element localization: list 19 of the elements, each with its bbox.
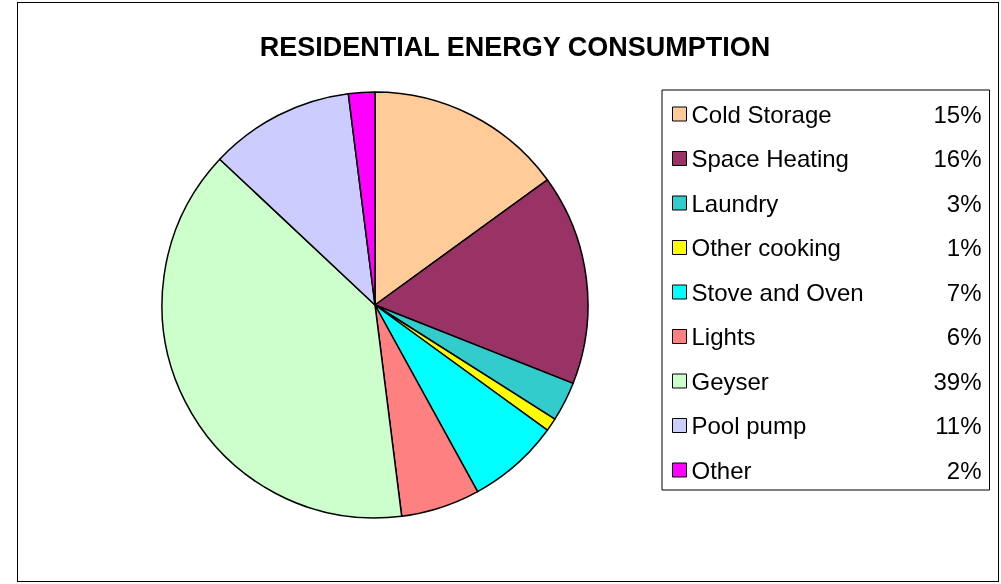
legend-label: Pool pump <box>691 412 807 439</box>
data-label: 16% <box>933 145 982 172</box>
data-label: 15% <box>933 100 982 128</box>
legend-label: Lights <box>691 323 756 350</box>
legend-label: Laundry <box>691 189 779 217</box>
data-label: 6% <box>946 323 982 350</box>
legend-label: Other <box>691 456 752 484</box>
legend-label: Cold Storage <box>691 100 832 128</box>
data-label: 11% <box>935 412 982 439</box>
data-label: 39% <box>933 367 982 395</box>
data-label: 2% <box>946 456 982 484</box>
data-label: 7% <box>946 278 982 306</box>
legend-label: Stove and Oven <box>691 278 864 306</box>
legend-label: Geyser <box>691 367 769 395</box>
chart-title: RESIDENTIAL ENERGY CONSUMPTION <box>259 31 771 62</box>
legend-label: Other cooking <box>691 234 841 261</box>
data-label: 3% <box>946 189 982 217</box>
legend-label: Space Heating <box>691 145 849 172</box>
data-label: 1% <box>946 234 982 261</box>
